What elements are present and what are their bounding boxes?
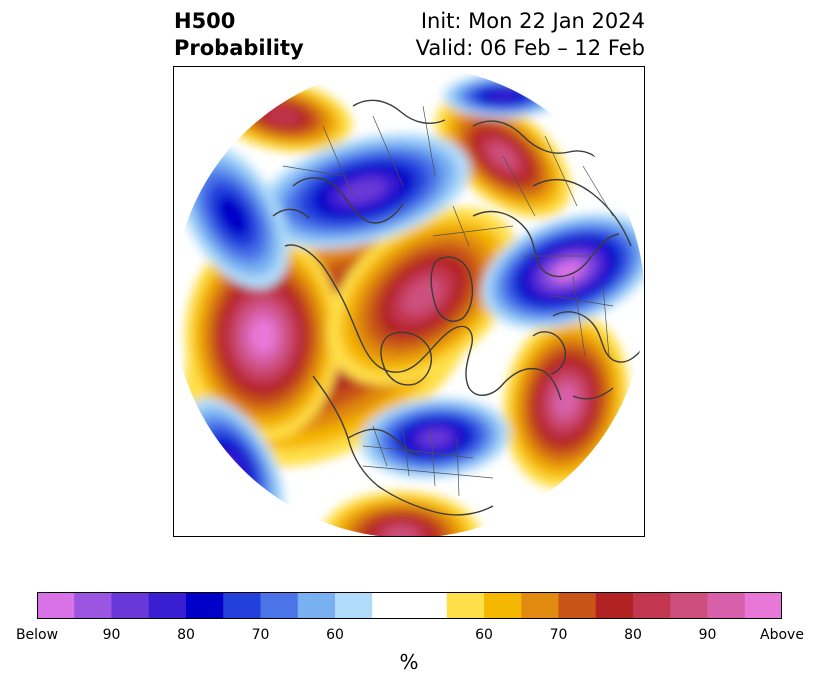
colorbar-swatch (297, 592, 336, 619)
ridge-pacific (185, 231, 341, 441)
colorbar-swatch (744, 592, 782, 619)
date-info: Init: Mon 22 Jan 2024 Valid: 06 Feb – 12… (416, 8, 645, 62)
colorbar-tick-label: 70 (549, 627, 568, 643)
colorbar-tick-label: 90 (698, 627, 717, 643)
colorbar-tick-label: 80 (624, 627, 642, 643)
colorbar-swatch (74, 592, 112, 619)
colorbar-swatch (670, 592, 708, 619)
colorbar-swatch (595, 592, 634, 619)
colorbar-swatch (446, 592, 485, 619)
init-date: Init: Mon 22 Jan 2024 (420, 9, 645, 33)
colorbar-swatch (260, 592, 299, 619)
colorbar-swatch (521, 592, 559, 619)
colorbar-swatch (37, 592, 75, 619)
trough-europe (481, 213, 645, 329)
product-title: Probability (174, 36, 304, 60)
ridge-canada (327, 207, 519, 385)
colorbar-swatch (111, 592, 150, 619)
colorbar-tick-label: 60 (475, 627, 493, 643)
colorbar-tick-label: 60 (326, 627, 344, 643)
borders (282, 105, 614, 497)
coastlines (272, 99, 644, 516)
colorbar-swatch (186, 592, 224, 619)
anomaly-fields (173, 66, 645, 537)
colorbar-tick-label: 70 (251, 627, 270, 643)
colorbar-swatch (223, 592, 261, 619)
colorbar-swatch (633, 592, 671, 619)
colorbar-swatch (707, 592, 746, 619)
valid-date: Valid: 06 Feb – 12 Feb (415, 36, 645, 60)
colorbar-tick-label: Below (15, 627, 59, 643)
map-frame (173, 66, 645, 537)
chart-title: H500 Probability (174, 8, 304, 62)
trough-top (443, 74, 563, 118)
colorbar (37, 592, 782, 619)
colorbar-tick-label: Above (760, 627, 804, 643)
colorbar-swatch (148, 592, 187, 619)
colorbar-swatch (372, 592, 410, 619)
trough-asia (255, 133, 471, 249)
colorbar-swatch (335, 592, 373, 619)
colorbar-tick-label: 80 (177, 627, 195, 643)
colorbar-swatch (484, 592, 522, 619)
variable-title: H500 (174, 9, 236, 33)
probability-map (173, 66, 645, 537)
colorbar-swatch (409, 592, 448, 619)
colorbar-frame (37, 592, 782, 619)
colorbar-tick-label: 90 (102, 627, 121, 643)
colorbar-swatch (558, 592, 597, 619)
colorbar-unit: % (399, 650, 419, 674)
